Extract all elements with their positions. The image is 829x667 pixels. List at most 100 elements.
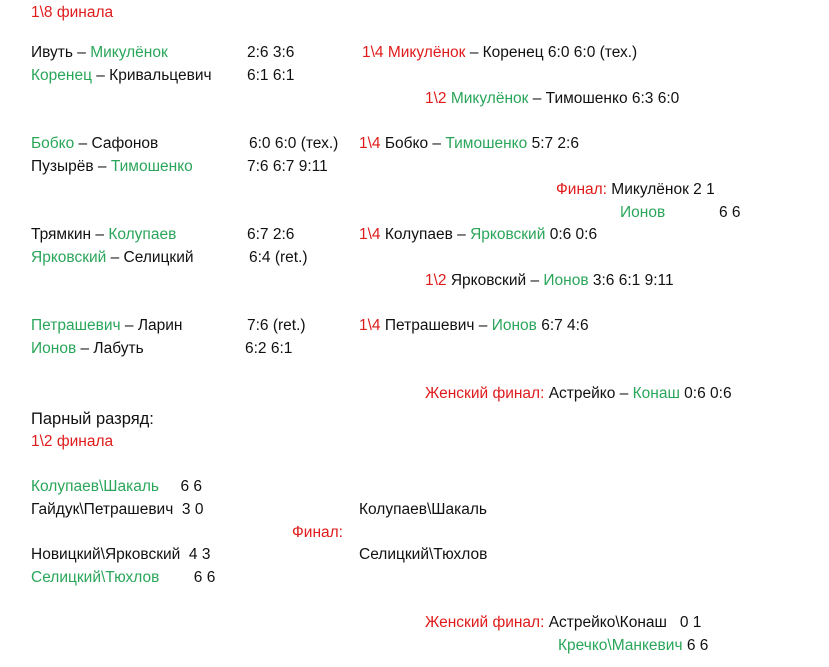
text-segment: – Лабуть [76,340,144,357]
text-segment: Трямкин – [31,226,109,243]
text-segment: 6:7 4:6 [536,317,589,334]
text-segment: – Коренец 6:0 6:0 (тех.) [465,44,638,61]
score-tryamkin-kolupaev: 6:7 2:6 [247,225,294,245]
text-segment: – Ларин [120,317,183,334]
text-segment: Конаш [632,385,680,402]
text-segment: Колупаев – [384,226,471,243]
score-puzyryov-timoshenko: 7:6 6:7 9:11 [247,157,328,177]
text-segment: Парный разряд: [31,410,154,428]
match-korenets-krivaltsevich: Коренец – Кривальцевич [31,66,212,86]
text-segment: Женский финал: [425,614,545,631]
text-segment: 2:6 3:6 [247,44,295,61]
text-segment: Колупаев\Шакаль [31,478,159,495]
text-segment: – Сафонов [74,135,159,152]
text-segment: Новицкий\Ярковский 4 3 [31,546,211,563]
text-segment: Колупаев\Шакаль [359,501,487,518]
text-segment: Ионов [543,272,589,289]
match-bobko-safonov: Бобко – Сафонов [31,134,158,154]
text-segment: Петрашевич – [384,317,492,334]
doubles-section-heading: Парный разряд: [31,409,154,429]
text-segment: 1\2 финала [31,433,114,450]
text-segment: Селицкий\Тюхлов [359,546,488,563]
text-segment: 6 6 [719,204,741,221]
score-ivut-mikulyonok: 2:6 3:6 [247,43,294,63]
score-bobko-safonov: 6:0 6:0 (тех.) [249,134,338,154]
text-segment: 1\2 [425,90,451,107]
text-segment: 5:7 2:6 [527,135,579,152]
text-segment: 6 6 [682,637,709,654]
doubles-semifinal-title: 1\2 финала [31,432,113,452]
text-segment: 6:1 6:1 [247,67,295,84]
text-segment: – Кривальцевич [91,67,212,84]
match-ionov-labut: Ионов – Лабуть [31,339,144,359]
score-yarkovsky-selitsky: 6:4 (ret.) [249,248,308,268]
doubles-gayduk-petrashevich: Гайдук\Петрашевич 3 0 [31,500,203,520]
match-petrashevich-larin: Петрашевич – Ларин [31,316,182,336]
text-segment: Бобко – [384,135,446,152]
text-segment: Ивуть – [31,44,91,61]
text-segment: 6 6 [159,569,216,586]
text-segment: Тимошенко [445,135,528,152]
final-ionov-score: 6 6 [719,203,741,223]
text-segment: 7:6 6:7 9:11 [247,158,328,175]
line-round-of-16-title: 1\8 финала [31,3,113,23]
womens-doubles-final-2: Кречко\Манкевич 6 6 [558,636,708,656]
text-segment: Ионов [491,317,537,334]
text-segment: 6:4 (ret.) [249,249,308,266]
text-segment: Коренец [31,67,92,84]
final-mikulyonok: Финал: Микулёнок 2 1 [556,180,715,200]
text-segment: Астрейко – [544,385,633,402]
text-segment: 6:7 2:6 [247,226,295,243]
text-segment: Бобко [31,135,75,152]
text-segment: Ионов [620,204,666,221]
doubles-final-team2: Селицкий\Тюхлов [359,545,487,565]
match-tryamkin-kolupaev: Трямкин – Колупаев [31,225,176,245]
qf-petrashevich-ionov: 1\4 Петрашевич – Ионов 6:7 4:6 [359,316,589,336]
text-segment: Микулёнок [90,44,168,61]
text-segment: Финал: [556,181,607,198]
text-segment: 1\4 [359,317,385,334]
doubles-novitsky-yarkovsky: Новицкий\Ярковский 4 3 [31,545,210,565]
text-segment: Гайдук\Петрашевич 3 0 [31,501,204,518]
text-segment: Микулёнок [450,90,529,107]
text-segment: 0:6 0:6 [679,385,732,402]
text-segment: 1\4 Микулёнок [362,44,466,61]
text-segment: 3:6 6:1 9:11 [588,272,674,289]
qf-mikulyonok-korenets: 1\4 Микулёнок – Коренец 6:0 6:0 (тех.) [362,43,637,63]
womens-doubles-final-1: Женский финал: Астрейко\Конаш 0 1 [425,613,701,633]
text-segment: 7:6 (ret.) [247,317,306,334]
sf-yarkovsky-ionov: 1\2 Ярковский – Ионов 3:6 6:1 9:11 [425,271,674,291]
qf-bobko-timoshenko: 1\4 Бобко – Тимошенко 5:7 2:6 [359,134,579,154]
text-segment: 1\4 [359,135,385,152]
text-segment: Астрейко\Конаш 0 1 [544,614,702,631]
score-petrashevich-larin: 7:6 (ret.) [247,316,306,336]
doubles-selitsky-tyukhlov: Селицкий\Тюхлов 6 6 [31,568,215,588]
text-segment: Ярковский – [450,272,544,289]
text-segment: Пузырёв – [31,158,111,175]
score-korenets-krivaltsevich: 6:1 6:1 [247,66,294,86]
text-segment: Тимошенко [110,158,193,175]
match-puzyryov-timoshenko: Пузырёв – Тимошенко [31,157,193,177]
text-segment: Кречко\Манкевич [558,637,683,654]
text-segment: 6:0 6:0 (тех.) [249,135,339,152]
text-segment: Петрашевич [31,317,121,334]
text-segment: – Тимошенко 6:3 6:0 [528,90,680,107]
sf-mikulyonok-timoshenko: 1\2 Микулёнок – Тимошенко 6:3 6:0 [425,89,679,109]
score-ionov-labut: 6:2 6:1 [245,339,292,359]
text-segment: Ярковский [470,226,546,243]
womens-final-singles: Женский финал: Астрейко – Конаш 0:6 0:6 [425,384,732,404]
final-ionov-name: Ионов [620,203,665,223]
text-segment: Финал: [292,524,343,541]
doubles-final-team1: Колупаев\Шакаль [359,500,487,520]
text-segment: Колупаев [108,226,177,243]
text-segment: Селицкий\Тюхлов [31,569,160,586]
text-segment: Ионов [31,340,77,357]
doubles-kolupaev-shakal: Колупаев\Шакаль 6 6 [31,477,202,497]
text-segment: Женский финал: [425,385,545,402]
doubles-final-label: Финал: [292,523,343,543]
text-segment: 1\4 [359,226,385,243]
match-yarkovsky-selitsky: Ярковский – Селицкий [31,248,194,268]
match-ivut-mikulyonok: Ивуть – Микулёнок [31,43,168,63]
text-segment: 0:6 0:6 [545,226,598,243]
